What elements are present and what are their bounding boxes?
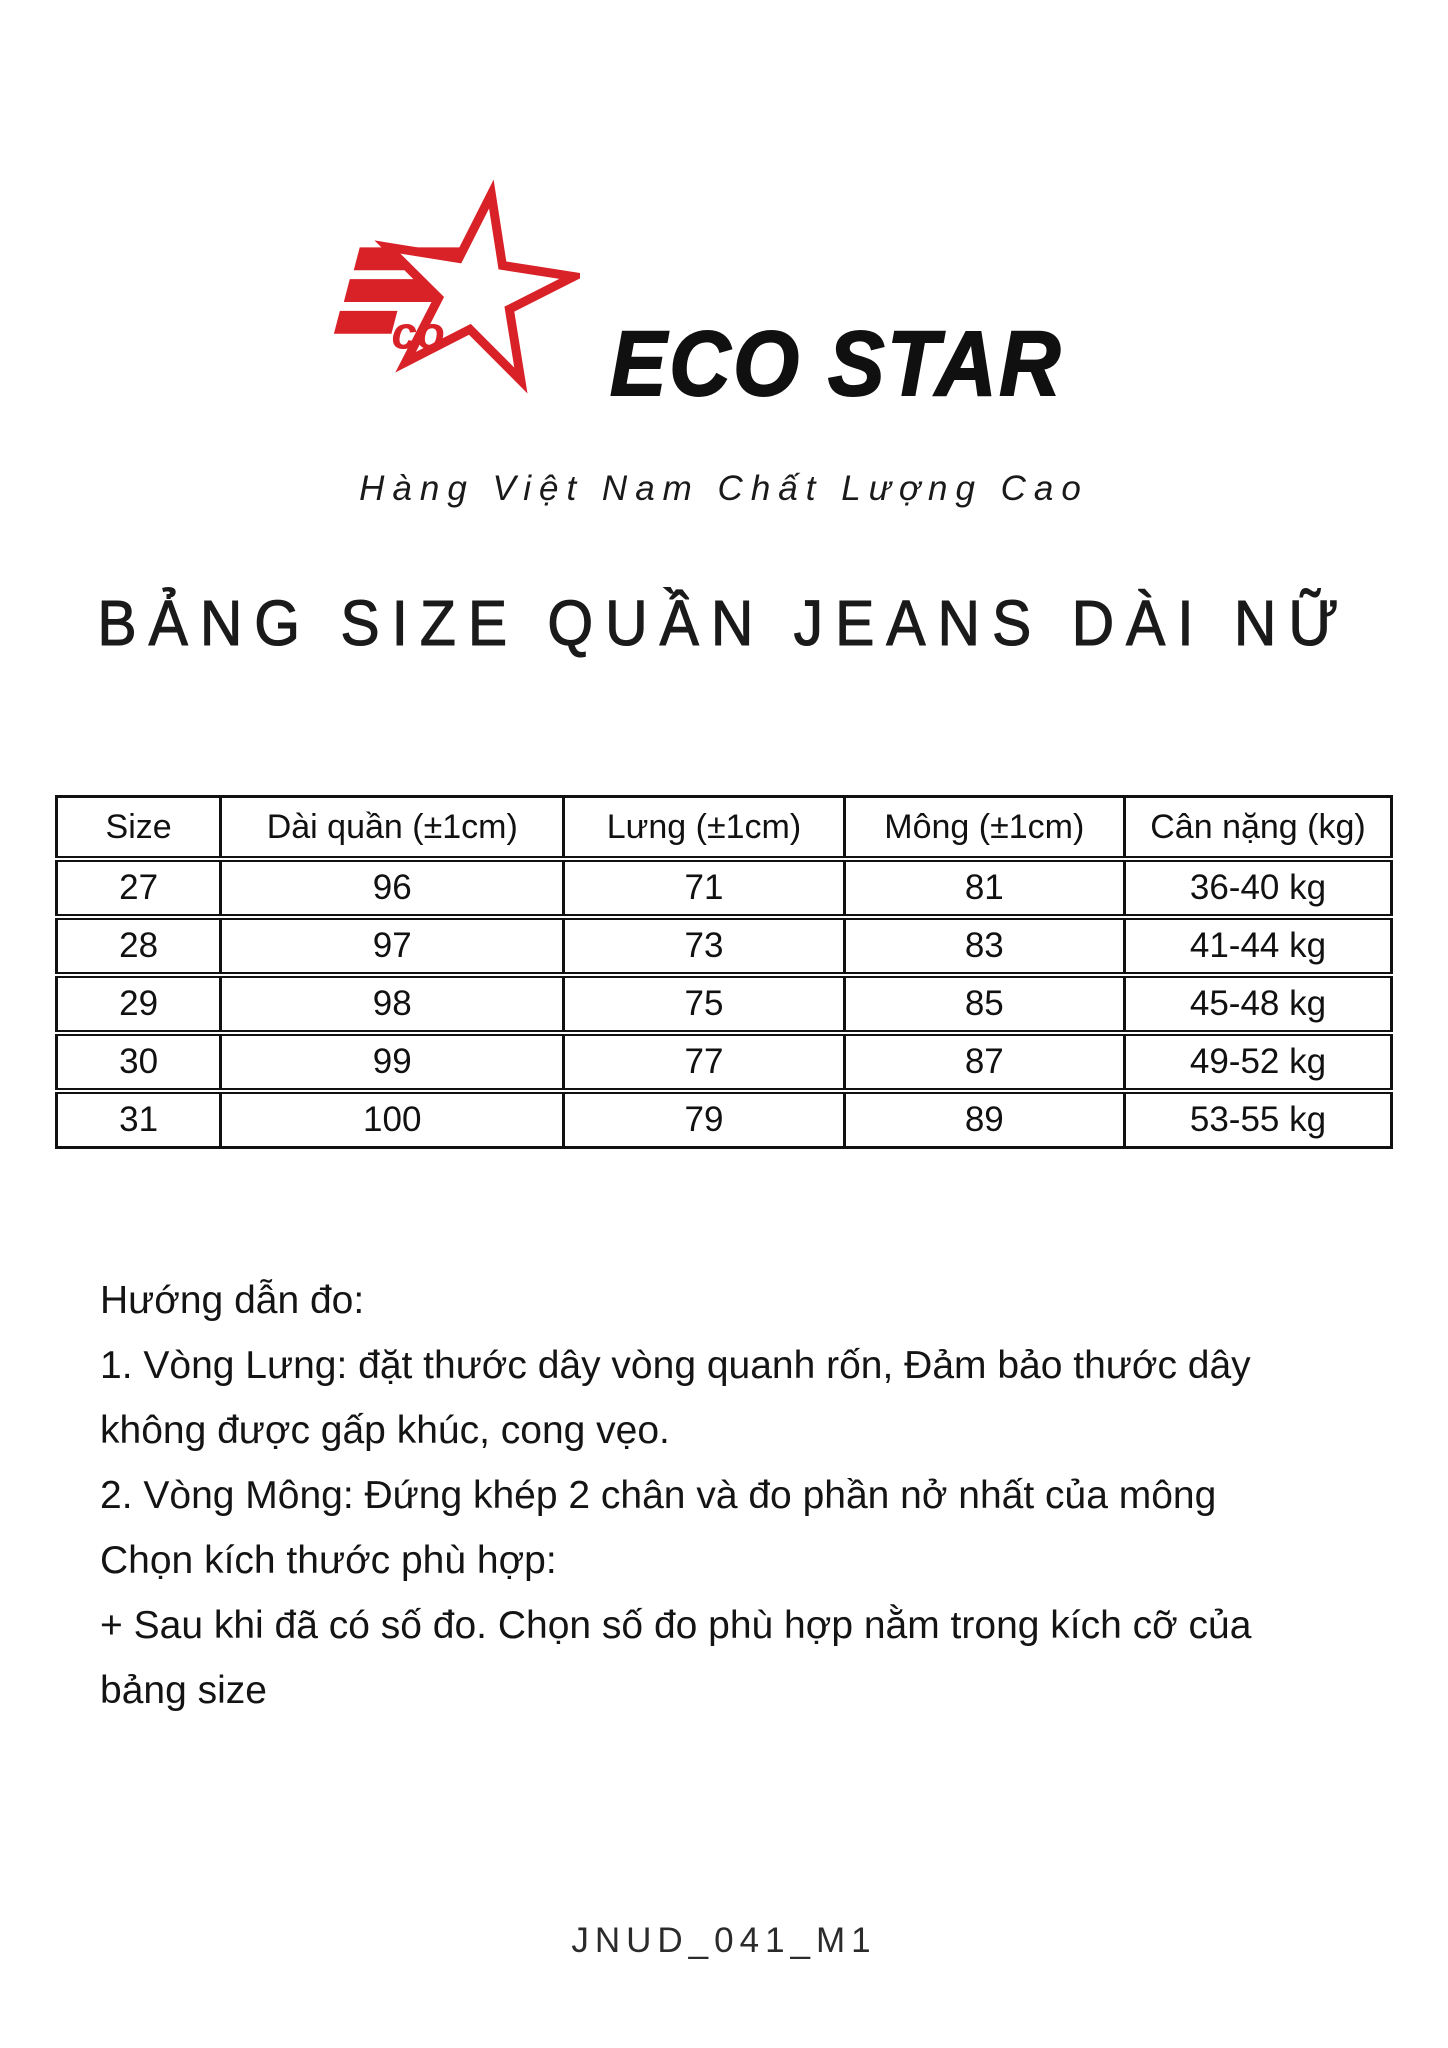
col-header-can-nang: Cân nặng (kg) [1122, 795, 1394, 861]
page-title: BẢNG SIZE QUẦN JEANS DÀI NỮ [97, 586, 1351, 659]
table-cell: 89 [842, 1088, 1126, 1148]
table-row: 28 97 73 83 41-44 kg [54, 914, 1394, 975]
table-cell: 28 [54, 914, 223, 975]
table-cell: 98 [219, 972, 566, 1033]
table-cell: 77 [562, 1030, 846, 1091]
table-cell: 29 [54, 972, 223, 1033]
table-cell: 85 [842, 972, 1126, 1033]
instruction-line: Chọn kích thước phù hợp: [100, 1539, 557, 1582]
col-header-dai-quan: Dài quần (±1cm) [219, 795, 566, 861]
table-cell: 36-40 kg [1122, 856, 1394, 917]
table-row: 27 96 71 81 36-40 kg [54, 856, 1394, 917]
brand-wordmark: ECO STAR [609, 312, 1064, 416]
table-cell: 81 [842, 856, 1126, 917]
table-cell: 71 [562, 856, 846, 917]
instruction-line: không được gấp khúc, cong vẹo. [100, 1409, 670, 1452]
table-cell: 30 [54, 1030, 223, 1091]
brand-tagline: Hàng Việt Nam Chất Lượng Cao [359, 469, 1089, 508]
table-row: 30 99 77 87 49-52 kg [54, 1030, 1394, 1091]
instructions-heading: Hướng dẫn đo: [100, 1279, 365, 1322]
eco-star-logo-icon: co [333, 179, 580, 394]
logo-co-text: co [391, 308, 444, 359]
measuring-instructions: Hướng dẫn đo: 1. Vòng Lưng: đặt thước dâ… [100, 1268, 1251, 1723]
table-header-row: Size Dài quần (±1cm) Lưng (±1cm) Mông (±… [54, 795, 1394, 861]
table-cell: 97 [219, 914, 566, 975]
table-cell: 49-52 kg [1122, 1030, 1394, 1091]
table-cell: 41-44 kg [1122, 914, 1394, 975]
table-cell: 99 [219, 1030, 566, 1091]
table-cell: 53-55 kg [1122, 1088, 1394, 1148]
table-cell: 27 [54, 856, 223, 917]
product-code: JNUD_041_M1 [571, 1921, 877, 1960]
instruction-line: 2. Vòng Mông: Đứng khép 2 chân và đo phầ… [100, 1474, 1217, 1517]
table-row: 29 98 75 85 45-48 kg [54, 972, 1394, 1033]
table-cell: 45-48 kg [1122, 972, 1394, 1033]
table-row: 31 100 79 89 53-55 kg [54, 1088, 1394, 1148]
table-cell: 73 [562, 914, 846, 975]
col-header-size: Size [54, 795, 223, 861]
table-cell: 96 [219, 856, 566, 917]
table-cell: 79 [562, 1088, 846, 1148]
table-cell: 83 [842, 914, 1126, 975]
instruction-line: 1. Vòng Lưng: đặt thước dây vòng quanh r… [100, 1344, 1251, 1387]
table-cell: 31 [54, 1088, 223, 1148]
instruction-line: + Sau khi đã có số đo. Chọn số đo phù hợ… [100, 1604, 1252, 1647]
table-cell: 100 [219, 1088, 566, 1148]
instruction-line: bảng size [100, 1669, 267, 1712]
size-table: Size Dài quần (±1cm) Lưng (±1cm) Mông (±… [54, 795, 1394, 1149]
star-icon [374, 179, 580, 394]
table-cell: 75 [562, 972, 846, 1033]
table-cell: 87 [842, 1030, 1126, 1091]
col-header-lung: Lưng (±1cm) [562, 795, 846, 861]
col-header-mong: Mông (±1cm) [842, 795, 1126, 861]
